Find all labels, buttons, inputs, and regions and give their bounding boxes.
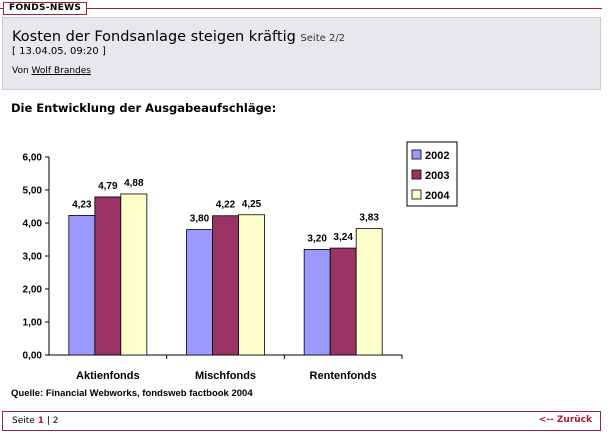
category-label: Aktienfonds <box>76 370 140 382</box>
article-title: Kosten der Fondsanlage steigen kräftig S… <box>12 29 345 45</box>
chart-subheading: Die Entwicklung der Ausgabeaufschläge: <box>11 101 277 115</box>
legend-swatch <box>411 149 422 160</box>
article-author: Von Wolf Brandes <box>12 66 91 76</box>
bar <box>186 229 213 356</box>
author-prefix: Von <box>12 66 29 76</box>
article-date: [ 13.04.05, 09:20 ] <box>12 46 106 57</box>
legend-swatch <box>411 169 422 180</box>
category-label: Mischfonds <box>195 370 256 382</box>
data-label: 3,20 <box>307 233 327 244</box>
article-title-text: Kosten der Fondsanlage steigen kräftig <box>12 29 296 45</box>
article-header: Kosten der Fondsanlage steigen kräftig S… <box>2 17 601 90</box>
legend-label: 2004 <box>425 190 450 202</box>
footer-bar: Seite 1 | 2 <-- Zurück <box>2 411 601 431</box>
bar <box>212 215 239 356</box>
pager-separator: | <box>46 416 50 426</box>
y-tick-label: 1,00 <box>23 318 43 329</box>
y-tick-label: 0,00 <box>23 351 43 362</box>
bar <box>68 215 96 356</box>
y-tick-label: 6,00 <box>23 153 43 164</box>
data-label: 4,88 <box>124 178 144 189</box>
pager-prefix: Seite <box>12 416 35 426</box>
y-tick-label: 3,00 <box>23 252 43 263</box>
category-label: Rentenfonds <box>310 370 377 382</box>
data-label: 3,83 <box>359 213 379 224</box>
author-link[interactable]: Wolf Brandes <box>31 66 91 76</box>
page-link-2[interactable]: 2 <box>52 416 59 426</box>
legend-label: 2003 <box>425 170 449 182</box>
back-link[interactable]: <-- Zurück <box>538 415 592 425</box>
y-tick-label: 5,00 <box>23 186 43 197</box>
data-label: 4,25 <box>242 199 262 210</box>
section-tag: FONDS-NEWS <box>3 2 88 15</box>
page-link-1[interactable]: 1 <box>37 416 44 426</box>
bar <box>238 214 265 356</box>
y-tick-label: 4,00 <box>23 219 43 230</box>
data-label: 4,79 <box>98 181 118 192</box>
legend-swatch <box>411 189 422 200</box>
bar <box>329 247 357 356</box>
bar-chart: 0,00 1,00 2,00 3,00 4,00 5,00 6,00 4,23 4,79 4,88… <box>23 141 458 382</box>
data-label: 3,24 <box>333 232 353 243</box>
bar <box>355 228 383 356</box>
data-label: 4,22 <box>216 200 236 211</box>
bar <box>120 193 148 356</box>
page-indicator: Seite 2/2 <box>300 33 346 44</box>
chart-source: Quelle: Financial Webworks, fondsweb fac… <box>11 388 253 399</box>
tag-divider <box>0 8 602 9</box>
pagination: Seite 1 | 2 <box>12 416 59 426</box>
section-tag-bar: FONDS-NEWS <box>0 0 602 16</box>
bar <box>94 196 122 356</box>
y-tick-label: 2,00 <box>23 285 43 296</box>
bar <box>303 249 331 356</box>
legend-label: 2002 <box>425 150 449 162</box>
data-label: 4,23 <box>72 199 92 210</box>
data-label: 3,80 <box>190 214 210 225</box>
